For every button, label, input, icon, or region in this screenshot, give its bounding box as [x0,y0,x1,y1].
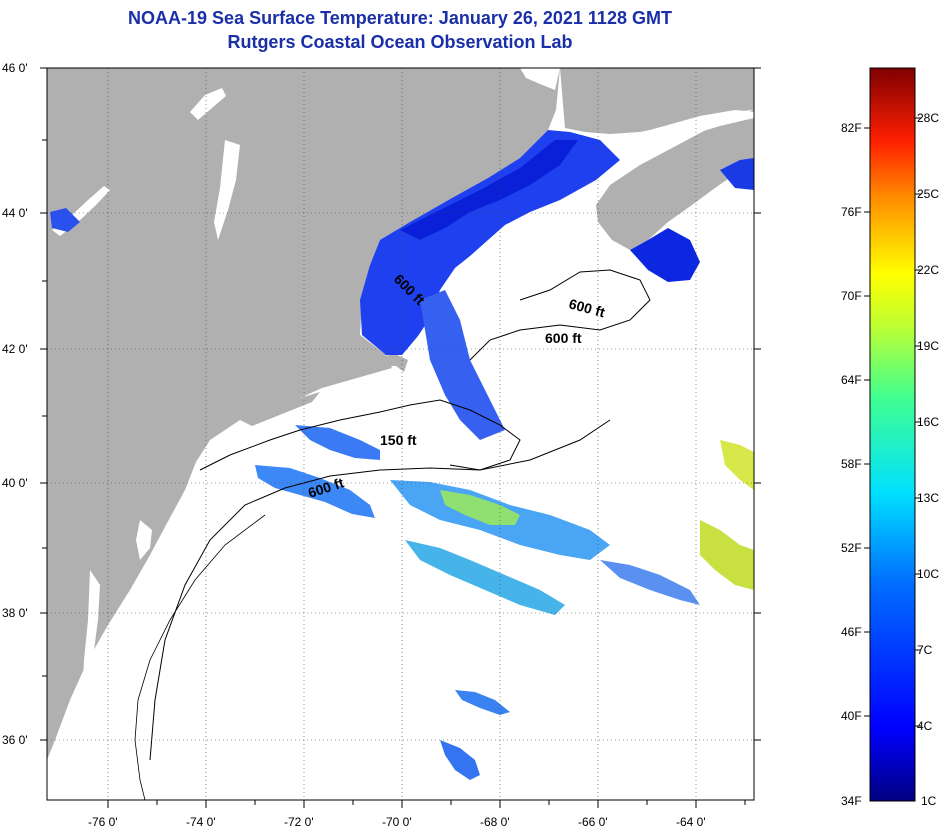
colorbar-ticks [864,117,921,727]
colorbar [869,67,916,802]
colorbar-f-label: 46F [841,625,862,639]
colorbar-c-label: 7C [917,643,933,657]
contour-label: 150 ft [380,432,417,448]
sst-canada-patch [720,158,754,190]
colorbar-f-label: 52F [841,541,862,555]
contour-label: 600 ft [545,330,582,346]
contour-600ft-shelf [149,419,611,761]
land-us-mainland [47,68,560,760]
colorbar-c-label: 13C [917,491,939,505]
land-cape-cod [375,354,408,372]
colorbar-f-label: 34F [841,794,862,808]
sst-south-patch-2 [455,690,510,715]
lat-label: 40 0' [2,476,28,490]
land-long-island [240,392,320,426]
contour-150ft [199,399,521,471]
colorbar-c-label: 28C [917,111,939,125]
colorbar-f-label: 70F [841,289,862,303]
map-frame [46,67,755,801]
tick-marks [40,67,761,808]
bay-of-fundy [565,110,754,162]
colorbar-c-label: 1C [921,794,937,808]
sst-bay-patch [630,228,700,282]
colorbar-f-label: 64F [841,373,862,387]
lat-label: 42 0' [2,342,28,356]
sst-lake-blue [50,208,80,232]
lake-1 [190,88,226,120]
contour-label: 600 ft [567,295,607,320]
sst-east-yellow [720,440,754,490]
gulf-st-lawrence [520,68,560,90]
colorbar-f-label: 58F [841,457,862,471]
sst-east-warm [700,520,754,590]
lon-label: -70 0' [382,815,412,829]
contour-600ft-gom [469,269,651,361]
colorbar-c-label: 10C [917,567,939,581]
colorbar-c-label: 16C [917,415,939,429]
colorbar-f-label: 40F [841,709,862,723]
colorbar-f-label: 82F [841,121,862,135]
colorbar-c-label: 4C [917,719,933,733]
lon-label: -68 0' [480,815,510,829]
colorbar-f-label: 76F [841,205,862,219]
contour-inner [134,514,266,800]
map-subtitle: Rutgers Coastal Ocean Observation Lab [227,32,573,52]
lake-2 [214,140,240,240]
colorbar-c-label: 25C [917,187,939,201]
lat-label: 46 0' [2,61,28,75]
lon-label: -64 0' [676,815,706,829]
chesapeake [82,570,100,700]
sst-south-patch [440,740,480,780]
map-title: NOAA-19 Sea Surface Temperature: January… [128,8,672,28]
lat-label: 38 0' [2,606,28,620]
lat-label: 44 0' [2,206,28,220]
lon-label: -76 0' [88,815,118,829]
sst-east-speckle [600,560,700,605]
delaware-bay [136,520,152,560]
sst-shelf-lower [255,465,375,518]
sst-shelf-blue [295,425,380,460]
sst-band-lower [405,540,565,615]
land-nova-scotia [596,110,754,250]
colorbar-c-label: 22C [917,263,939,277]
lon-label: -66 0' [578,815,608,829]
lon-label: -74 0' [186,815,216,829]
sst-maine-inner [400,140,578,240]
sst-georges-scatter [420,290,505,440]
lon-label: -72 0' [284,815,314,829]
lat-label: 36 0' [2,733,28,747]
colorbar-c-label: 19C [917,339,939,353]
